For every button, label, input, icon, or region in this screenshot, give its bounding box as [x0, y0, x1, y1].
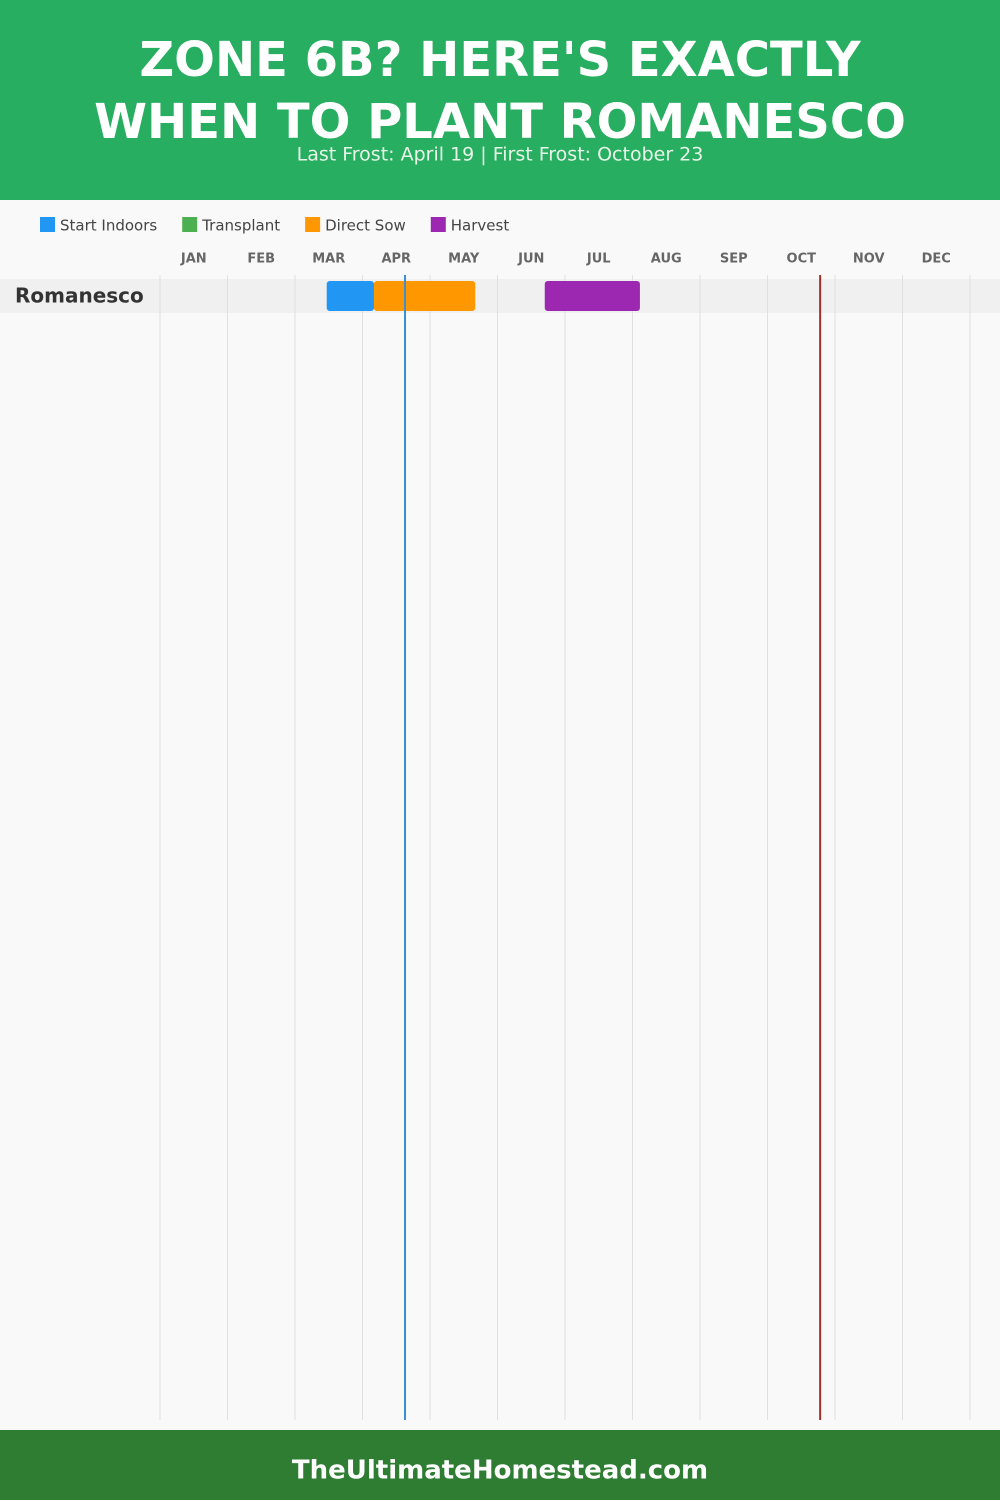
x-tick-label: APR: [381, 252, 411, 267]
legend-label: Direct Sow: [325, 217, 406, 235]
x-tick-label: OCT: [787, 252, 817, 267]
title-line: ZONE 6B? HERE'S EXACTLY: [139, 32, 862, 88]
bar: [373, 281, 476, 311]
row-label: Romanesco: [15, 284, 144, 308]
legend-swatch: [430, 217, 446, 232]
legend-swatch: [40, 217, 55, 232]
legend-swatch: [305, 217, 321, 232]
title-line: WHEN TO PLANT ROMANESCO: [94, 94, 906, 150]
header: [0, 0, 1000, 200]
footer-bar: [0, 1430, 1000, 1500]
x-tick-label: JUL: [586, 252, 611, 267]
legend-label: Transplant: [201, 217, 280, 235]
x-tick-label: NOV: [853, 252, 885, 267]
footer: TheUltimateHomestead.com: [292, 1456, 708, 1486]
legend-swatch: [182, 217, 198, 232]
bar: [326, 281, 374, 311]
x-tick-label: JAN: [180, 252, 207, 267]
x-tick-label: MAR: [312, 252, 345, 267]
legend-label: Harvest: [451, 217, 510, 235]
subtitle: Last Frost: April 19 | First Frost: Octo…: [297, 144, 704, 166]
x-tick-label: MAY: [448, 252, 480, 267]
bar: [544, 281, 640, 311]
x-tick-label: DEC: [922, 252, 951, 267]
legend-label: Start Indoors: [60, 217, 157, 235]
x-tick-label: SEP: [720, 252, 748, 267]
x-tick-label: JUN: [517, 252, 544, 267]
x-tick-label: AUG: [651, 252, 682, 267]
x-tick-label: FEB: [247, 252, 275, 267]
row-band: [0, 279, 1000, 313]
